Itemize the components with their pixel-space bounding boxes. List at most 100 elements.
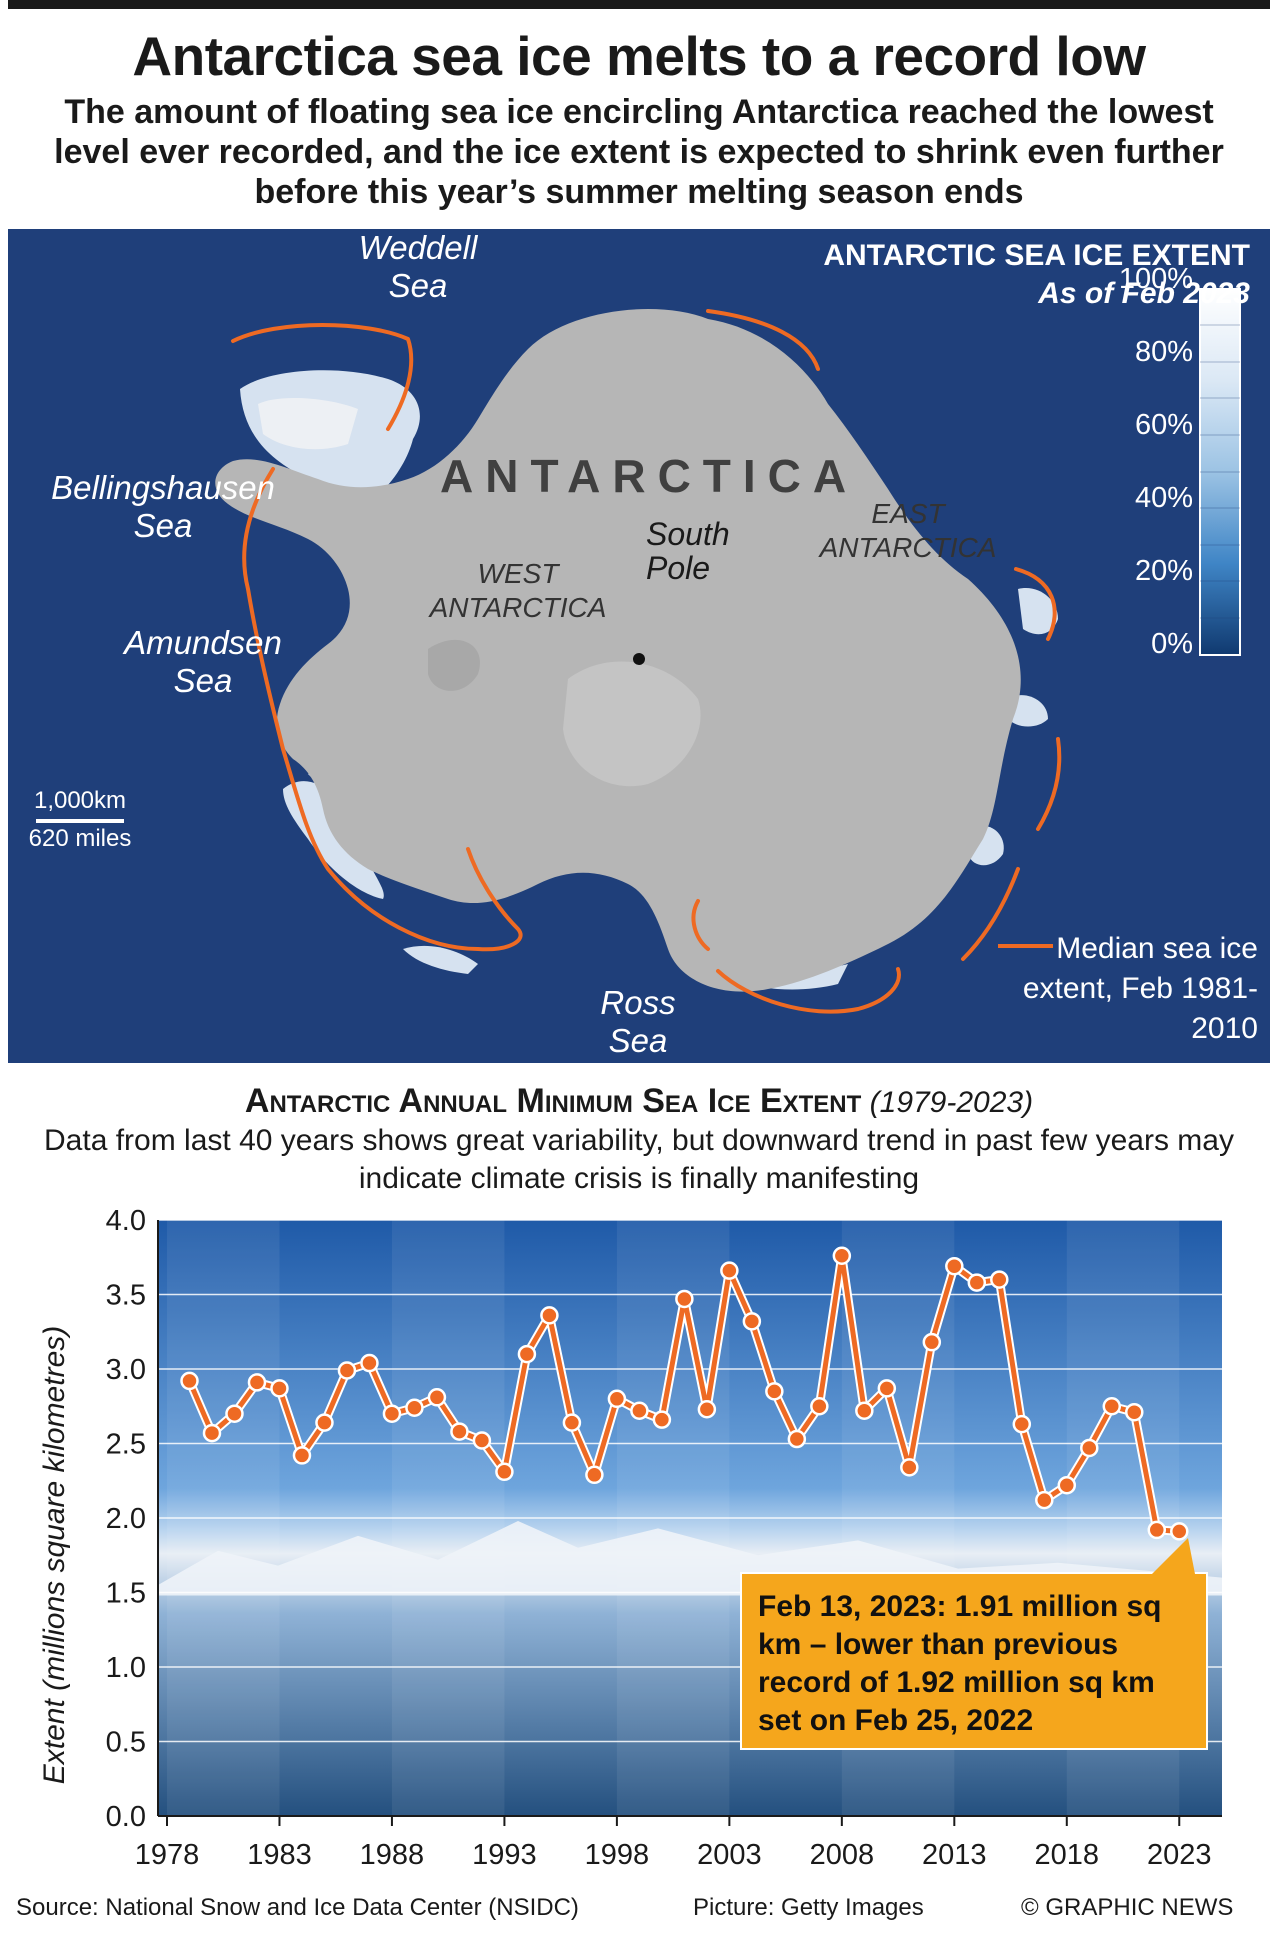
data-point xyxy=(472,1431,492,1450)
south-pole-label: South Pole xyxy=(646,516,730,586)
x-tick-label: 1978 xyxy=(135,1839,200,1871)
y-tick-label: 3.0 xyxy=(106,1354,146,1386)
chart-title: Antarctic Annual Minimum Sea Ice Extent … xyxy=(244,1082,1034,1120)
x-tick-label: 1983 xyxy=(247,1839,312,1871)
map-graphic xyxy=(36,288,1241,1014)
data-point xyxy=(225,1404,244,1423)
data-point xyxy=(247,1373,267,1392)
data-point xyxy=(967,1273,987,1292)
y-tick-label: 0.0 xyxy=(106,1801,146,1833)
top-rule xyxy=(8,0,1270,9)
data-point xyxy=(607,1389,627,1409)
data-point xyxy=(450,1422,469,1441)
amundsen-sea-label: Amundsen Sea xyxy=(124,624,282,699)
y-tick-label: 0.5 xyxy=(106,1727,146,1759)
data-point xyxy=(1147,1520,1167,1540)
graphic-news-credit: © GRAPHIC NEWS xyxy=(1021,1894,1234,1921)
x-tick-label: 2018 xyxy=(1035,1839,1100,1871)
median-legend-text: Median sea ice extent, Feb 1981-2010 xyxy=(1022,932,1258,1045)
data-point xyxy=(1035,1490,1054,1510)
y-tick-label: 4.0 xyxy=(106,1205,146,1237)
data-point xyxy=(697,1399,717,1419)
data-point xyxy=(990,1270,1009,1289)
scale-bar-miles: 620 miles xyxy=(28,825,132,852)
extent-line-chart: 0.0 0.5 1.0 1.5 2.0 2.5 3.0 3.5 4.0 1978 1983 1988 1… xyxy=(38,1205,1222,1871)
data-point xyxy=(585,1465,604,1485)
data-point xyxy=(877,1379,897,1398)
data-point xyxy=(787,1429,807,1449)
data-point xyxy=(832,1246,852,1266)
antarctica-landmass xyxy=(215,309,1021,992)
record-callout: Feb 13, 2023: 1.91 million sq km – lower… xyxy=(740,1572,1208,1750)
west-antarctica-label: WEST ANTARCTICA xyxy=(429,558,607,623)
source-credit: Source: National Snow and Ice Data Cente… xyxy=(16,1894,579,1921)
x-tick-label: 2023 xyxy=(1147,1839,1212,1871)
data-point xyxy=(292,1446,312,1465)
scale-tick-60: 60% xyxy=(1134,409,1193,441)
data-point xyxy=(1012,1414,1032,1434)
data-point xyxy=(562,1413,582,1432)
data-point xyxy=(180,1371,199,1391)
data-point xyxy=(720,1261,739,1280)
data-point xyxy=(922,1332,942,1352)
data-point xyxy=(630,1401,649,1420)
data-point xyxy=(900,1458,919,1477)
data-point xyxy=(540,1306,559,1325)
data-point xyxy=(405,1398,424,1417)
ross-sea-label: Ross Sea xyxy=(600,984,676,1059)
data-point xyxy=(495,1462,514,1482)
chart-subtitle: Data from last 40 years shows great vari… xyxy=(44,1124,1234,1195)
data-point xyxy=(742,1312,762,1331)
x-tick-label: 2003 xyxy=(697,1839,762,1871)
data-point xyxy=(652,1410,672,1429)
scale-tick-0: 0% xyxy=(1151,628,1193,660)
bellingshausen-sea-label: Bellingshausen Sea xyxy=(51,469,275,544)
continent-label: ANTARCTICA xyxy=(440,450,859,502)
record-callout-text: Feb 13, 2023: 1.91 million sq km – lower… xyxy=(758,1590,1162,1737)
data-point xyxy=(202,1423,222,1443)
data-point xyxy=(1080,1438,1099,1458)
x-tick-label: 1998 xyxy=(585,1839,650,1871)
callout-pointer xyxy=(1152,1538,1195,1574)
data-point xyxy=(810,1397,829,1416)
sea-ice-map: ANTARCTIC SEA ICE EXTENT As of Feb 2023 … xyxy=(8,229,1270,1063)
data-point xyxy=(337,1361,357,1380)
y-tick-label: 2.5 xyxy=(106,1429,146,1461)
series-points xyxy=(180,1246,1189,1541)
x-tick-label: 1988 xyxy=(360,1839,425,1871)
x-tick-label: 2008 xyxy=(810,1839,875,1871)
ice-concentration-scale xyxy=(1199,288,1241,656)
data-point xyxy=(517,1344,537,1364)
data-point xyxy=(855,1401,874,1420)
east-antarctica-label: EAST ANTARCTICA xyxy=(819,498,997,563)
scale-bar-km: 1,000km xyxy=(33,787,127,814)
median-extent-line xyxy=(231,309,1062,1014)
picture-credit: Picture: Getty Images xyxy=(693,1894,924,1921)
data-point xyxy=(360,1353,379,1373)
data-point xyxy=(427,1388,447,1407)
x-tick-label: 1993 xyxy=(472,1839,537,1871)
scale-tick-40: 40% xyxy=(1134,482,1193,514)
data-point xyxy=(765,1382,784,1401)
x-tick-label: 2013 xyxy=(922,1839,987,1871)
data-point xyxy=(1170,1522,1189,1541)
y-tick-label: 3.5 xyxy=(106,1280,146,1312)
page-title: Antarctica sea ice melts to a record low xyxy=(132,25,1146,87)
data-point xyxy=(1057,1475,1077,1495)
y-axis-label: Extent (millions square kilometres) xyxy=(38,1326,71,1784)
weddell-sea-label: Weddell Sea xyxy=(358,229,478,304)
scale-tick-20: 20% xyxy=(1134,555,1193,587)
axes: 0.0 0.5 1.0 1.5 2.0 2.5 3.0 3.5 4.0 1978 1983 1988 1… xyxy=(106,1205,1222,1871)
data-point xyxy=(382,1404,402,1423)
y-tick-label: 1.0 xyxy=(106,1652,146,1684)
scale-tick-80: 80% xyxy=(1134,336,1193,368)
data-point xyxy=(270,1379,289,1398)
data-point xyxy=(315,1413,334,1432)
map-legend-title: ANTARCTIC SEA ICE EXTENT As of Feb 2023 xyxy=(823,239,1250,310)
y-tick-label: 2.0 xyxy=(106,1503,146,1535)
data-point xyxy=(945,1256,964,1276)
south-pole-marker xyxy=(633,653,645,665)
data-point xyxy=(1102,1397,1122,1416)
data-point xyxy=(675,1289,694,1309)
y-tick-label: 1.5 xyxy=(106,1578,146,1610)
